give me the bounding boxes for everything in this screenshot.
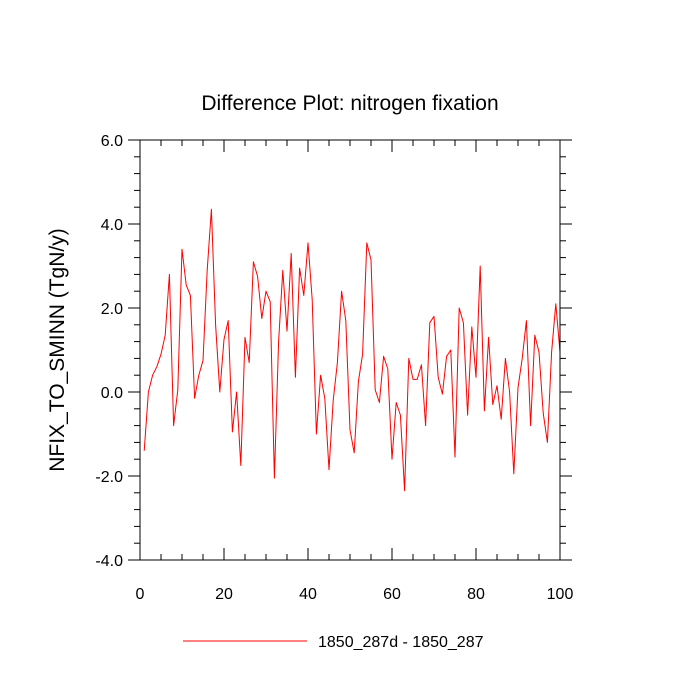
y-tick-label: 4.0 [101, 217, 123, 234]
plot-frame [139, 139, 561, 561]
y-tick-labels: -4.0 -2.0 0.0 2.0 4.0 6.0 [95, 133, 123, 570]
x-tick-label: 100 [547, 586, 574, 603]
y-tick-label: 2.0 [101, 301, 123, 318]
x-tick-labels: 0 20 40 60 80 100 [136, 586, 574, 603]
y-tick-label: 6.0 [101, 133, 123, 150]
y-tick-label: -4.0 [95, 553, 123, 570]
series-group [143, 208, 561, 492]
chart-title: Difference Plot: nitrogen fixation [201, 92, 498, 115]
x-tick-label: 20 [215, 586, 233, 603]
x-tick-label: 60 [383, 586, 401, 603]
y-tick-label: 0.0 [101, 385, 123, 402]
minor-ticks [134, 140, 566, 560]
y-tick-label: -2.0 [95, 469, 123, 486]
x-tick-label: 40 [299, 586, 317, 603]
legend-label-series-1: 1850_287d - 1850_287 [318, 634, 484, 651]
major-ticks [128, 139, 572, 561]
series-line-1 [143, 208, 561, 492]
x-tick-label: 80 [467, 586, 485, 603]
legend: 1850_287d - 1850_287 [183, 634, 484, 651]
x-tick-label: 0 [136, 586, 145, 603]
y-axis-label: NFIX_TO_SMINN (TgN/y) [46, 228, 69, 471]
